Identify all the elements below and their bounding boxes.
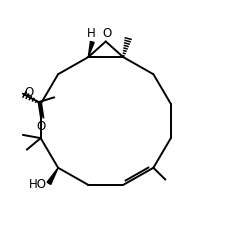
Polygon shape [47, 168, 58, 184]
Text: HO: HO [29, 178, 47, 191]
Text: O: O [24, 86, 33, 99]
Text: O: O [102, 27, 112, 39]
Polygon shape [88, 41, 94, 57]
Text: H: H [87, 27, 96, 40]
Text: O: O [37, 120, 46, 133]
